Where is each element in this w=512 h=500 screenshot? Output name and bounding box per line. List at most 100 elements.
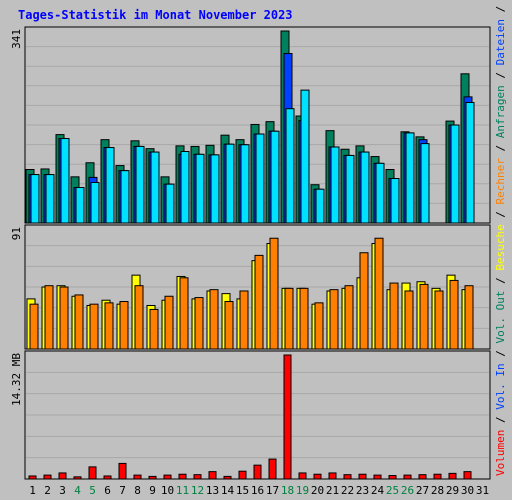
volume-bar [193, 474, 202, 480]
day-label: 20 [311, 484, 324, 497]
hosts-bar [329, 289, 339, 350]
pages-bar [60, 138, 70, 224]
volume-bar [328, 472, 337, 480]
day-label: 23 [356, 484, 369, 497]
requests-panel: 341 [10, 26, 491, 224]
pages-bar [135, 145, 145, 224]
hosts-bar [269, 237, 279, 350]
volume-panel-scale-label: 14.32 MB [10, 353, 23, 406]
pages-bar [300, 89, 310, 224]
hosts-bar [59, 286, 69, 350]
day-label: 1 [29, 484, 36, 497]
hosts-bar [104, 302, 114, 350]
pages-bar [45, 174, 55, 224]
day-label: 7 [119, 484, 126, 497]
legend-item: Vol. In [494, 363, 507, 409]
hosts-bar [314, 302, 324, 350]
volume-bar [133, 474, 142, 480]
volume-bar [283, 354, 292, 480]
hosts-bar [89, 303, 99, 350]
hosts-bar [209, 289, 219, 350]
volume-bar [163, 474, 172, 480]
legend-separator: / [494, 65, 507, 85]
pages-bar [75, 187, 85, 224]
volume-bar [28, 475, 37, 480]
hosts-bar [44, 285, 54, 350]
pages-bar [30, 174, 40, 224]
volume-bar [298, 472, 307, 480]
chart-title: Tages-Statistik im Monat November 2023 [18, 8, 293, 22]
hosts-bar [224, 301, 234, 350]
day-label: 30 [461, 484, 474, 497]
pages-bar [285, 108, 295, 224]
legend-item: Besuche [494, 224, 507, 270]
volume-bar [373, 474, 382, 480]
pages-bar [240, 144, 250, 224]
pages-bar [390, 178, 400, 224]
legend-separator: / [494, 138, 507, 158]
day-label: 8 [134, 484, 141, 497]
legend-item: Rechner [494, 158, 507, 205]
hosts-bar [389, 282, 399, 350]
hosts-bar [239, 290, 249, 350]
legend-separator: / [494, 0, 507, 19]
hosts-bar [464, 285, 474, 350]
volume-bar [103, 475, 112, 480]
legend: Volumen / Vol. In / Vol. Out / Besuche /… [494, 0, 507, 476]
pages-bar [150, 151, 160, 224]
legend-item: Vol. Out [494, 291, 507, 344]
volume-bar [58, 472, 67, 480]
volume-bar [358, 473, 367, 480]
day-label: 18 [281, 484, 294, 497]
day-label: 28 [431, 484, 444, 497]
day-label: 12 [191, 484, 204, 497]
pages-bar [345, 154, 355, 224]
hosts-bar [119, 301, 129, 350]
volume-bar [253, 464, 262, 480]
day-label: 27 [416, 484, 429, 497]
visits-panel: 91 [10, 224, 491, 350]
pages-bar [270, 130, 280, 224]
day-label: 9 [149, 484, 156, 497]
pages-bar [90, 181, 100, 224]
volume-bar [448, 472, 457, 480]
volume-bar [403, 474, 412, 480]
volume-bar [418, 474, 427, 480]
pages-bar [360, 151, 370, 224]
day-label: 13 [206, 484, 219, 497]
hosts-bar [164, 295, 174, 350]
volume-panel: 14.32 MB [10, 350, 491, 480]
hosts-bar [374, 237, 384, 350]
day-label: 15 [236, 484, 249, 497]
day-label: 17 [266, 484, 279, 497]
hosts-bar [254, 254, 264, 350]
volume-bar [223, 475, 232, 480]
hosts-bar [299, 287, 309, 350]
pages-bar [195, 153, 205, 224]
volume-bar [88, 466, 97, 480]
hosts-bar [284, 287, 294, 350]
pages-bar [405, 132, 415, 224]
volume-bar [313, 473, 322, 480]
legend-item: Volumen [494, 430, 507, 476]
day-label: 26 [401, 484, 414, 497]
pages-bar [225, 143, 235, 224]
volume-bar [343, 474, 352, 480]
pages-bar [180, 150, 190, 224]
legend-separator: / [494, 204, 507, 224]
hosts-bar [194, 297, 204, 350]
visits-panel-scale-label: 91 [10, 227, 23, 240]
pages-bar [465, 102, 475, 224]
hosts-bar [404, 290, 414, 350]
hosts-bar [344, 285, 354, 350]
day-label: 21 [326, 484, 339, 497]
day-label: 11 [176, 484, 189, 497]
hosts-bar [419, 283, 429, 350]
hosts-bar [29, 303, 39, 350]
legend-text: Volumen / Vol. In / Vol. Out / Besuche /… [494, 0, 507, 476]
volume-bar [43, 474, 52, 480]
day-label: 19 [296, 484, 309, 497]
day-label: 22 [341, 484, 354, 497]
hosts-bar [434, 290, 444, 350]
